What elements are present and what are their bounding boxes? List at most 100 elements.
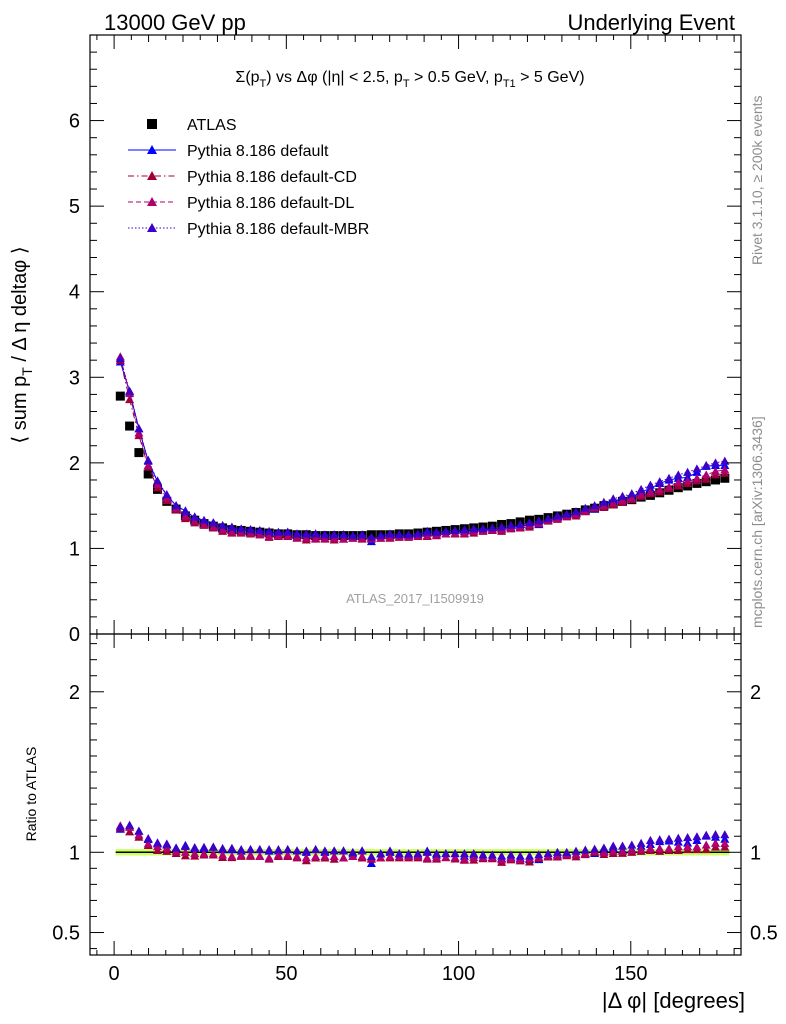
mbr-main-point: [357, 530, 367, 539]
dl-ratio-point: [180, 847, 190, 856]
dl-ratio-point: [301, 853, 311, 862]
ratio-y-tick-label-right: 1: [750, 842, 761, 864]
mbr-ratio-point: [432, 849, 442, 858]
mbr-ratio-point: [218, 843, 228, 853]
dl-ratio-point: [701, 840, 711, 849]
mbr-main-point: [246, 525, 256, 534]
mbr-main-point: [534, 516, 544, 525]
mbr-main-point: [515, 519, 525, 529]
atlas-data-point: [720, 473, 730, 483]
dl-ratio-point: [618, 846, 628, 855]
mbr-main-point: [627, 489, 637, 498]
mbr-ratio-point: [664, 834, 674, 843]
mbr-ratio-point: [552, 847, 562, 856]
dl-main-point: [190, 516, 200, 525]
dl-ratio-point: [459, 854, 469, 863]
mbr-main-point: [469, 524, 479, 533]
mbr-ratio-point: [125, 820, 135, 829]
mbr-main-point: [366, 532, 376, 541]
ratio-band-layer: [115, 849, 730, 856]
mbr-ratio-point: [534, 850, 544, 859]
mbr-ratio-point: [153, 838, 163, 847]
mbr-main-point: [115, 353, 125, 363]
dl-main-point: [618, 496, 628, 505]
mbr-main-point: [385, 529, 395, 538]
ratio-y-tick-label: 2: [69, 682, 80, 704]
dl-main-point: [134, 428, 144, 437]
mbr-ratio-point: [645, 835, 655, 845]
dl-main-point: [180, 511, 190, 520]
dl-ratio-point: [246, 850, 256, 859]
ratio-y-tick-label-right: 0.5: [750, 923, 778, 945]
ratio-y-tick-label: 0.5: [52, 923, 80, 945]
mbr-main-point: [190, 512, 200, 521]
mbr-main-point: [153, 476, 163, 485]
legend-label-default: Pythia 8.186 default: [187, 143, 329, 160]
mbr-main-point: [655, 477, 665, 486]
legend-label-mbr: Pythia 8.186 default-MBR: [187, 221, 369, 238]
atlas-data-point: [143, 469, 153, 479]
ratio-y-tick-label-right: 2: [750, 682, 761, 704]
x-tick-label: 0: [109, 963, 120, 985]
x-tick-label: 50: [275, 963, 297, 985]
legend-marker-atlas: [147, 119, 157, 129]
mbr-main-point: [273, 527, 283, 536]
y-tick-label: 5: [69, 196, 80, 218]
mbr-main-point: [599, 497, 609, 506]
dl-ratio-point: [227, 851, 237, 860]
mbr-ratio-point: [292, 846, 302, 855]
watermark: ATLAS_2017_I1509919: [346, 591, 484, 606]
mbr-main-point: [329, 530, 339, 539]
mbr-main-point: [432, 527, 442, 536]
plot-title: Σ(pT) vs Δφ (|η| < 2.5, pT > 0.5 GeV, pT…: [235, 69, 584, 90]
mbr-ratio-point: [180, 842, 190, 851]
legend-marker-default: [147, 145, 157, 154]
atlas-data-point: [115, 391, 125, 401]
legend: ATLAS Pythia 8.186 default Pythia 8.186 de…: [128, 117, 369, 238]
mbr-main-line: [119, 358, 725, 538]
mbr-ratio-point: [227, 843, 237, 852]
mbr-main-point: [497, 522, 507, 531]
legend-label-dl: Pythia 8.186 default-DL: [187, 195, 354, 212]
dl-main-point: [339, 534, 349, 543]
x-axis-label: |Δ φ| [degrees]: [602, 988, 745, 1013]
dl-main-point: [636, 490, 646, 499]
mbr-ratio-point: [571, 846, 581, 855]
mbr-ratio-point: [273, 845, 283, 854]
dl-ratio-point: [208, 849, 218, 858]
ratio-plot-frame: [89, 633, 742, 956]
mbr-main-point: [571, 507, 581, 516]
mbr-ratio-point: [608, 841, 618, 850]
mbr-ratio-point: [701, 830, 711, 839]
mbr-main-point: [487, 523, 497, 532]
y-tick-label: 2: [69, 453, 80, 475]
mbr-ratio-point: [562, 847, 572, 856]
mbr-ratio-point: [422, 847, 432, 856]
axes-layer: 0 50 100 150 0 1 2 3 4 5 6 0.5 0.5 1 1 2 2: [52, 34, 778, 985]
mbr-main-point: [283, 527, 293, 536]
mbr-main-point: [320, 530, 330, 539]
dl-ratio-point: [357, 851, 367, 861]
header-left: 13000 GeV pp: [104, 10, 246, 35]
default-main-line: [119, 361, 725, 543]
mbr-main-point: [636, 484, 646, 493]
dl-ratio-point: [720, 838, 730, 848]
mbr-main-point: [376, 531, 386, 540]
mbr-main-point: [422, 527, 432, 536]
x-tick-label: 150: [614, 963, 647, 985]
dl-ratio-point: [236, 850, 246, 859]
mbr-main-point: [134, 424, 144, 433]
mbr-ratio-point: [673, 833, 683, 842]
dl-ratio-point: [673, 842, 683, 851]
mbr-main-point: [218, 520, 228, 529]
mbr-main-point: [562, 509, 572, 518]
dl-ratio-point: [348, 851, 358, 861]
dl-ratio-point: [218, 850, 228, 859]
dl-main-line: [119, 356, 725, 540]
mbr-ratio-point: [515, 851, 525, 860]
cd-main-point: [701, 474, 711, 483]
mbr-main-point: [711, 458, 721, 467]
ratio-y-tick-label: 1: [69, 842, 80, 864]
dl-main-point: [227, 527, 237, 536]
y-tick-label: 3: [69, 367, 80, 389]
